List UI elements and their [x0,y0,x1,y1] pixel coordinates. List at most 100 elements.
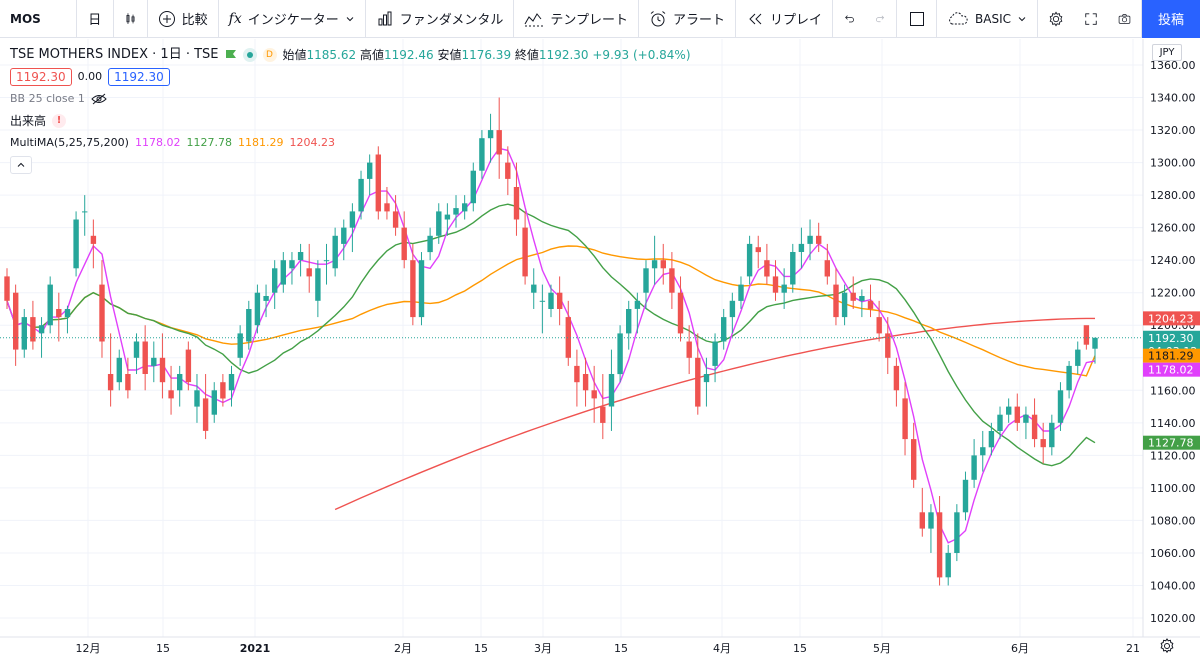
candle-body [90,235,97,244]
candle-body [582,374,589,391]
symbol-search-button[interactable]: MOS [0,0,77,38]
candle-body [686,341,692,358]
price-chart[interactable]: 1360.00 1340.00 1320.00 1300.00 1280.00 1260.… [0,39,1200,662]
candle [73,211,79,277]
symbol-label: MOS [10,11,41,26]
candle-body [384,203,390,212]
buy-button[interactable]: 1192.30 [108,68,170,86]
candle-body [73,219,79,269]
redo-button[interactable] [865,0,898,38]
layout-button[interactable]: BASIC [937,0,1038,38]
ma25-value: 1127.78 [186,136,232,149]
interval-button[interactable]: 日 [77,0,114,38]
spread-value: 0.00 [77,70,103,83]
candle [660,243,666,285]
candle-body [634,300,641,309]
candle-body [781,284,787,293]
candle [911,422,917,488]
candle [384,186,390,220]
post-button[interactable]: 投稿 [1142,0,1200,38]
bar-chart-icon [378,11,392,25]
candle-body [297,252,304,261]
ma5-tag-text: 1178.02 [1148,364,1194,377]
candle [341,219,347,261]
gear-icon [1049,10,1063,27]
candle-body [306,268,312,277]
chart-type-button[interactable] [114,0,148,38]
compare-button[interactable]: 比較 [148,0,219,38]
candle [228,365,235,407]
symbol-title[interactable]: TSE MOTHERS INDEX · 1日 · TSE [10,47,219,62]
undo-button[interactable] [833,0,865,38]
multima-label[interactable]: MultiMA(5,25,75,200) [10,136,129,149]
settings-button[interactable] [1038,0,1074,38]
price-axis[interactable]: 1360.00 1340.00 1320.00 1300.00 1280.00 1260.… [1142,39,1200,637]
candle [436,203,442,244]
candle [850,276,856,309]
currency-badge[interactable]: JPY [1152,44,1182,61]
templates-button[interactable]: テンプレート [514,0,639,38]
snapshot-button[interactable] [1108,0,1142,38]
price-tick-label: 1040.00 [1150,579,1196,592]
candle [1066,361,1072,399]
low-value: 1176.39 [461,48,512,62]
warning-icon[interactable]: ! [52,114,67,128]
replay-label: リプレイ [770,13,823,28]
candle [936,496,943,586]
candle-body [332,235,338,269]
candle-body [539,300,546,302]
candle-body [729,300,736,318]
fullscreen-button[interactable] [1074,0,1108,38]
candle-body [410,260,416,318]
candle-body [712,341,718,366]
grid [0,39,1143,637]
candle-body [436,211,442,236]
chart-legend: TSE MOTHERS INDEX · 1日 · TSE D 始値1185.62… [10,44,691,176]
low-label: 安値 [437,48,462,62]
ma200-axis-tag: 1204.23 [1143,311,1200,326]
interval-label: 日 [88,13,102,28]
candle-body [202,398,209,431]
candle [194,374,200,423]
time-tick-label: 6月 [1011,642,1029,655]
candle [90,219,97,269]
candle [410,243,416,326]
price-tick-label: 1340.00 [1150,92,1196,105]
indicators-button[interactable]: fx インジケーター [219,0,366,38]
ma200-axis-tag-text: 1204.23 [1148,312,1194,325]
candle-body [772,276,779,293]
alert-button[interactable]: アラート [639,0,736,38]
candle [358,170,364,220]
eye-hidden-icon[interactable] [91,93,107,105]
candle [738,276,744,309]
candle-body [349,211,356,228]
replay-button[interactable]: リプレイ [736,0,834,38]
candle [315,260,321,318]
alarm-clock-icon [650,10,666,26]
price-tick-label: 1320.00 [1150,124,1196,137]
collapse-legend-button[interactable] [10,156,32,174]
top-toolbar: MOS 日 比較 fx インジケーター ファンダメンタル テンプレート アラート… [0,0,1200,38]
candle-body [962,479,969,513]
camera-icon [1118,13,1131,24]
candle [272,260,278,309]
gear-icon [1160,638,1174,654]
time-axis[interactable]: 12月 15 2021 2月 15 3月 15 4月 15 5月 6月 21 [0,636,1200,655]
price-tick-label: 1120.00 [1150,449,1196,462]
candle-body [945,552,951,578]
volume-indicator-label[interactable]: 出来高 [10,114,47,128]
time-tick-label: 2021 [240,642,271,655]
axis-settings-button[interactable] [1158,637,1176,655]
candle [772,260,779,301]
candle [1083,325,1090,350]
fullscreen-layout-button[interactable] [897,0,938,38]
candle [971,439,977,488]
candles-icon [126,12,135,24]
fundamentals-button[interactable]: ファンダメンタル [366,0,515,38]
candle-body [142,341,148,374]
candle-body [651,260,658,269]
bb-indicator-label[interactable]: BB 25 close 1 [10,92,85,105]
candle [721,308,727,350]
sell-button[interactable]: 1192.30 [10,68,72,86]
price-tick-label: 1100.00 [1150,482,1196,495]
